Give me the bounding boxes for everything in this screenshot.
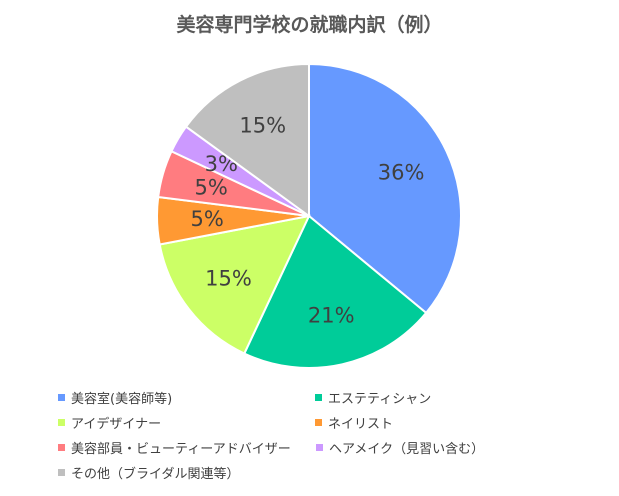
data-label-2: 15% <box>205 266 252 290</box>
legend-swatch-5 <box>316 444 323 451</box>
legend-swatch-1 <box>315 394 322 401</box>
legend-label-5: ヘアメイク（見習い含む） <box>329 442 485 457</box>
legend-label-1: エステティシャン <box>328 392 432 407</box>
pie-slice-6 <box>184 62 310 218</box>
data-label-3: 5% <box>191 207 224 231</box>
legend-label-2: アイデザイナー <box>71 417 162 432</box>
legend-swatch-0 <box>58 394 65 401</box>
legend-item-2: アイデザイナー <box>58 413 161 432</box>
legend-swatch-4 <box>58 444 65 451</box>
legend-label-3: ネイリスト <box>328 417 394 432</box>
legend-swatch-2 <box>58 419 65 426</box>
data-label-1: 21% <box>308 303 355 327</box>
data-label-0: 36% <box>378 161 425 185</box>
legend-item-6: その他（ブライダル関連等） <box>58 463 239 482</box>
data-label-6: 15% <box>239 113 286 137</box>
legend-item-1: エステティシャン <box>315 388 431 407</box>
legend-label-6: その他（ブライダル関連等） <box>71 467 240 482</box>
chart-title: 美容専門学校の就職内訳（例） <box>176 14 443 36</box>
legend-item-3: ネイリスト <box>315 413 393 432</box>
legend-label-0: 美容室(美容師等) <box>71 392 173 407</box>
legend-label-4: 美容部員・ビューティーアドバイザー <box>71 442 291 457</box>
data-label-4: 5% <box>195 176 228 200</box>
pie-slice-2 <box>158 214 311 355</box>
pie-slice-1 <box>242 214 428 369</box>
legend-swatch-3 <box>315 419 322 426</box>
legend-item-0: 美容室(美容師等) <box>58 388 172 407</box>
legend-item-5: ヘアメイク（見習い含む） <box>316 438 484 457</box>
pie-slice-0 <box>308 62 462 315</box>
legend-swatch-6 <box>58 469 65 476</box>
legend-item-4: 美容部員・ビューティーアドバイザー <box>58 438 291 457</box>
